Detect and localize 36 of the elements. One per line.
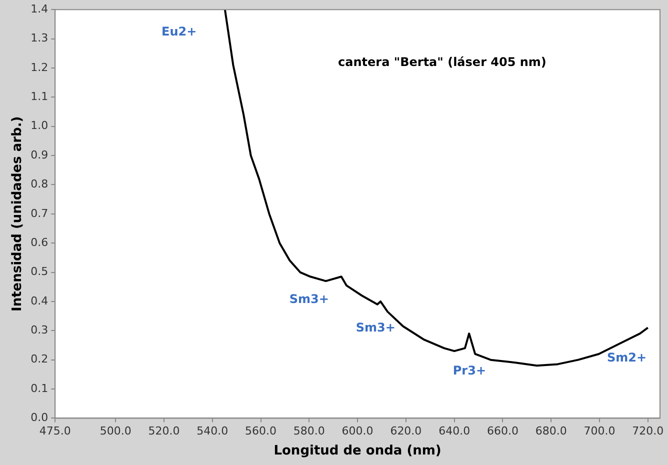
x-tick-label: 620.0 [390,424,422,438]
y-tick-label: 0.5 [30,265,48,278]
x-tick-label: 540.0 [196,424,228,438]
x-tick-label: 640.0 [438,424,470,438]
x-tick-label: 520.0 [148,424,180,438]
y-tick-label: 0.7 [30,206,48,220]
x-tick-label: 500.0 [100,424,132,438]
annotation: Sm3+ [289,292,329,306]
y-tick-label: 0.1 [30,382,48,395]
y-tick-label: 0.8 [30,178,48,191]
x-tick-label: 700.0 [584,424,616,438]
y-tick-label: 0.3 [30,324,48,336]
x-tick-label: 475.0 [39,424,71,438]
y-tick-label: 1.0 [30,119,48,132]
annotation: Pr3+ [452,363,486,378]
y-tick-label: 0.4 [30,294,48,308]
annotation: Eu2+ [162,24,197,39]
y-tick-label: 1.1 [30,90,48,104]
y-axis-title: Intensidad (unidades arb.) [10,116,26,312]
y-tick-label: 0.9 [30,148,48,162]
x-tick-label: 600.0 [342,424,374,438]
y-tick-label: 0.0 [30,411,48,424]
y-tick-label: 1.3 [30,32,48,45]
x-tick-label: 580.0 [293,424,325,438]
x-tick-label: 720.0 [632,424,664,438]
y-tick-label: 1.4 [30,2,48,16]
annotation: Sm2+ [606,350,647,365]
y-tick-label: 1.2 [30,60,48,74]
x-tick-label: 680.0 [535,424,567,438]
annotation: Sm3+ [356,320,396,334]
annotation: cantera "Berta" (láser 405 nm) [338,54,546,69]
y-tick-label: 0.2 [30,352,48,366]
x-tick-label: 560.0 [245,424,277,438]
x-axis-title: Longitud de onda (nm) [274,444,442,459]
y-tick-label: 0.6 [30,236,48,249]
x-tick-label: 660.0 [486,424,518,438]
